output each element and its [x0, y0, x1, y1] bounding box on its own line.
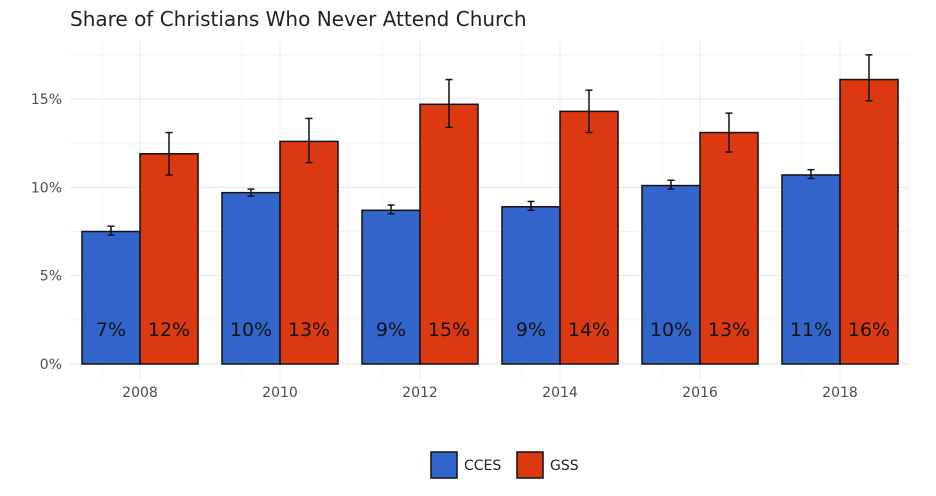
data-label-gss-2018: 16% — [848, 319, 890, 341]
data-label-cces-2012: 9% — [376, 319, 406, 341]
data-label-gss-2008: 12% — [148, 319, 190, 341]
x-axis: 2008 2010 2012 2014 2016 2018 — [122, 385, 858, 401]
x-tick-label: 2008 — [122, 385, 158, 401]
legend-swatch-gss — [516, 451, 544, 479]
y-tick-label: 5% — [40, 269, 62, 285]
data-label-cces-2016: 10% — [650, 319, 692, 341]
bar-gss-2012 — [419, 103, 479, 365]
chart-title: Share of Christians Who Never Attend Chu… — [70, 7, 527, 31]
y-tick-label: 10% — [31, 180, 62, 196]
x-tick-label: 2018 — [822, 385, 858, 401]
data-label-gss-2016: 13% — [708, 319, 750, 341]
y-tick-label: 0% — [40, 357, 62, 373]
bar-labels: 7% 12% 10% 13% 9% 15% 9% 14% 10% 13% 11% 16% — [96, 319, 890, 341]
bar-cces-2014 — [501, 206, 561, 365]
data-label-cces-2014: 9% — [516, 319, 546, 341]
bars — [81, 78, 899, 365]
x-tick-label: 2010 — [262, 385, 298, 401]
legend: CCES GSS — [430, 451, 579, 479]
x-tick-label: 2012 — [402, 385, 438, 401]
bar-gss-2014 — [559, 110, 619, 365]
y-tick-label: 15% — [31, 92, 62, 108]
bar-cces-2008 — [81, 230, 141, 365]
legend-label-gss: GSS — [550, 458, 579, 474]
legend-swatch-cces — [430, 451, 458, 479]
bar-cces-2018 — [781, 174, 841, 365]
data-label-gss-2012: 15% — [428, 319, 470, 341]
data-label-cces-2018: 11% — [790, 319, 832, 341]
x-tick-label: 2016 — [682, 385, 718, 401]
legend-label-cces: CCES — [464, 458, 501, 474]
data-label-gss-2014: 14% — [568, 319, 610, 341]
data-label-cces-2008: 7% — [96, 319, 126, 341]
data-label-cces-2010: 10% — [230, 319, 272, 341]
bar-cces-2010 — [221, 191, 281, 365]
bar-cces-2016 — [641, 184, 701, 365]
bar-gss-2010 — [279, 140, 339, 365]
error-bars — [107, 54, 873, 236]
y-axis: 0% 5% 10% 15% — [31, 92, 62, 373]
data-label-gss-2010: 13% — [288, 319, 330, 341]
bar-gss-2018 — [839, 78, 899, 365]
bar-gss-2008 — [139, 153, 199, 365]
x-tick-label: 2014 — [542, 385, 578, 401]
bar-gss-2016 — [699, 131, 759, 365]
